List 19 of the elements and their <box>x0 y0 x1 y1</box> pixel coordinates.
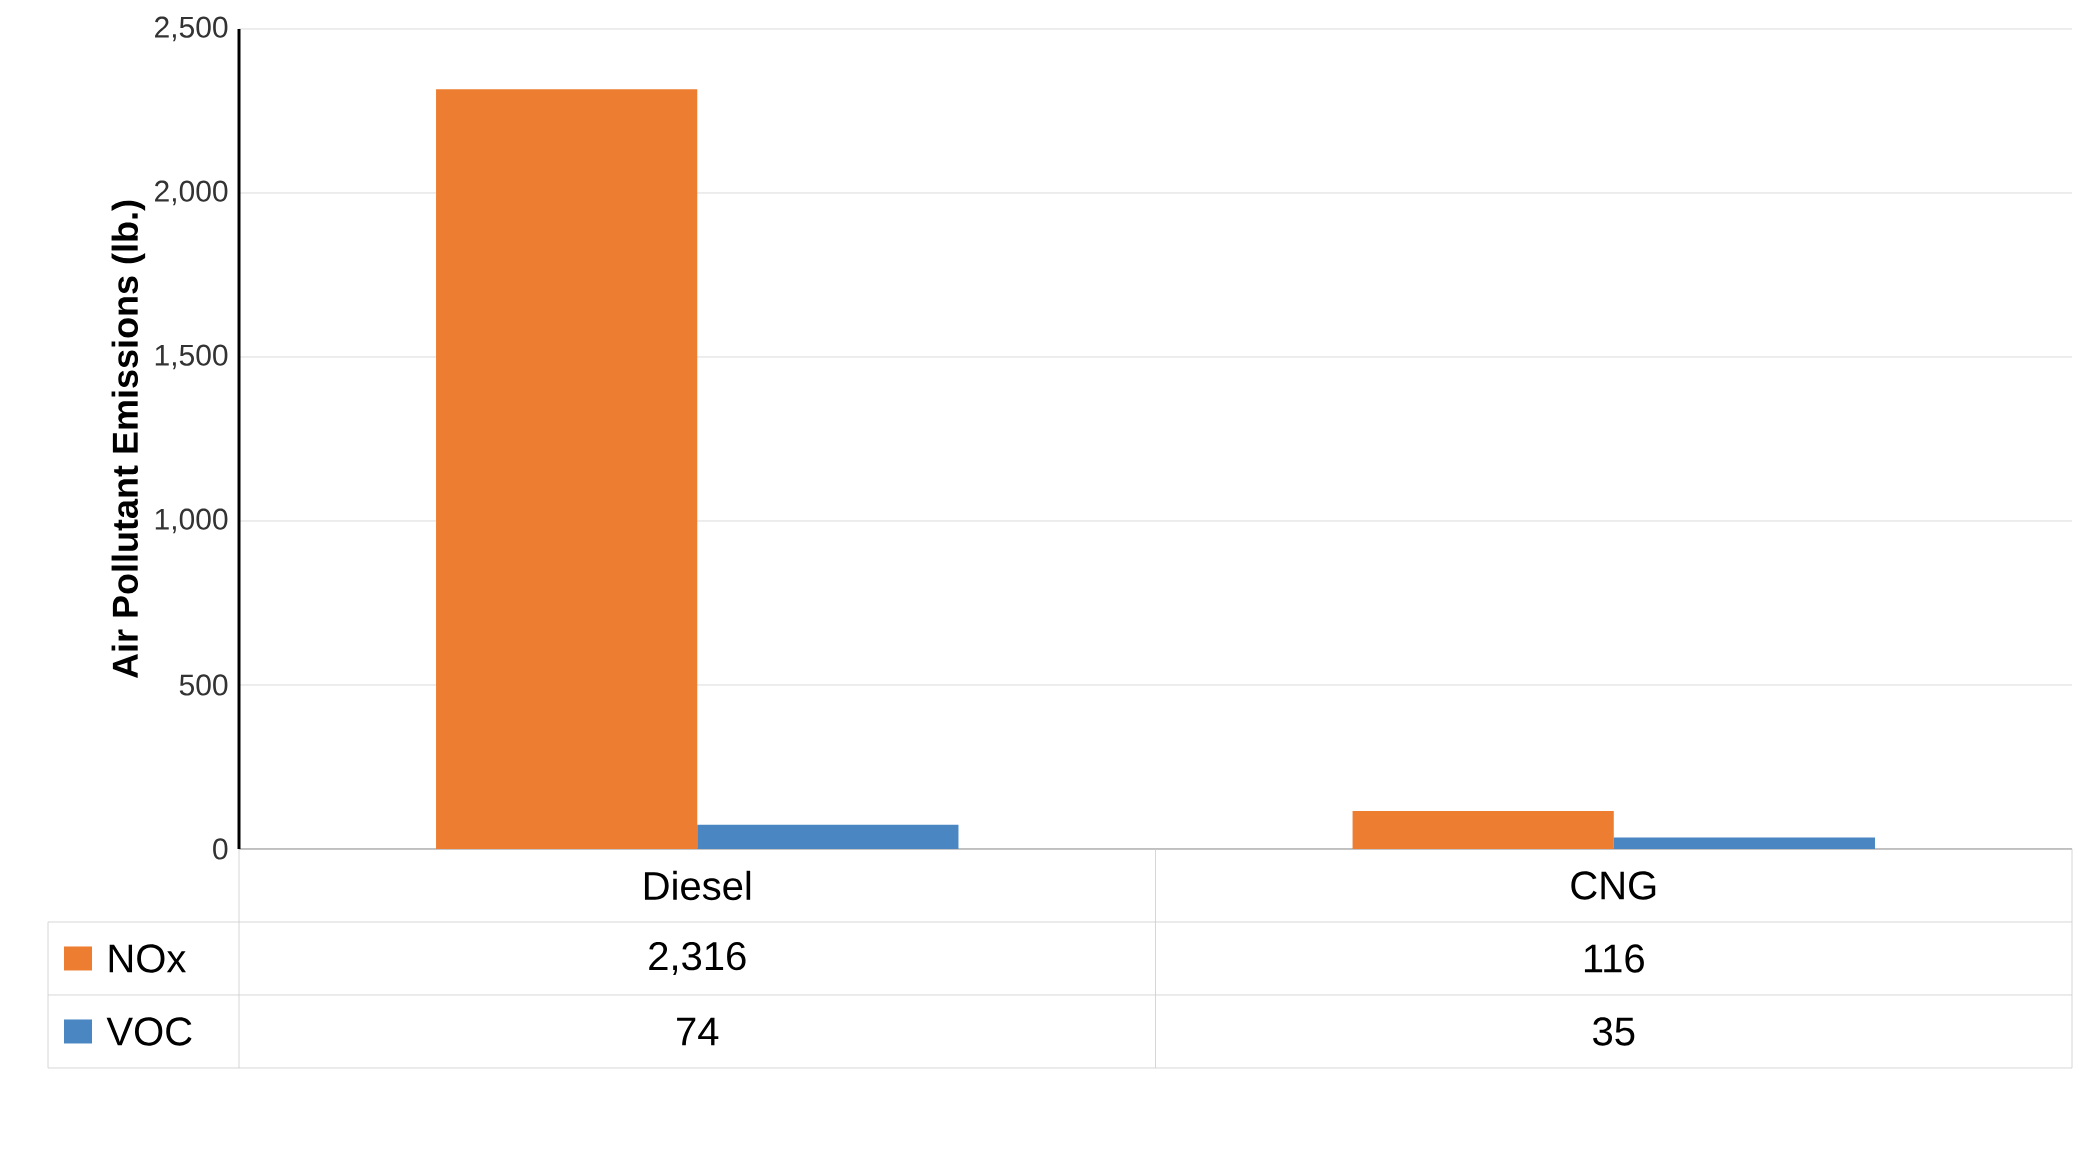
data-label: 116 <box>1584 944 1644 973</box>
data-label: 2,316 <box>649 941 746 976</box>
y-axis-title: Air Pollutant Emissions (lb.) <box>111 200 146 679</box>
bar <box>1613 837 1875 849</box>
y-tick-label: 1,000 <box>155 508 228 534</box>
data-label: 74 <box>677 1017 719 1046</box>
legend-label: VOC <box>106 1017 192 1046</box>
y-tick-label: 1,500 <box>155 344 228 370</box>
bar <box>1352 810 1614 849</box>
y-tick-label: 2,000 <box>155 180 228 206</box>
legend-label: NOx <box>109 944 186 973</box>
y-tick-label: 0 <box>213 838 228 860</box>
data-label: 35 <box>1593 1017 1635 1046</box>
x-tick-label: CNG <box>1571 871 1656 900</box>
bar <box>436 89 698 849</box>
y-tick-label: 500 <box>179 674 228 696</box>
bar <box>697 824 959 849</box>
y-tick-label: 2,500 <box>155 16 228 42</box>
x-tick-label: Diesel <box>644 870 751 901</box>
